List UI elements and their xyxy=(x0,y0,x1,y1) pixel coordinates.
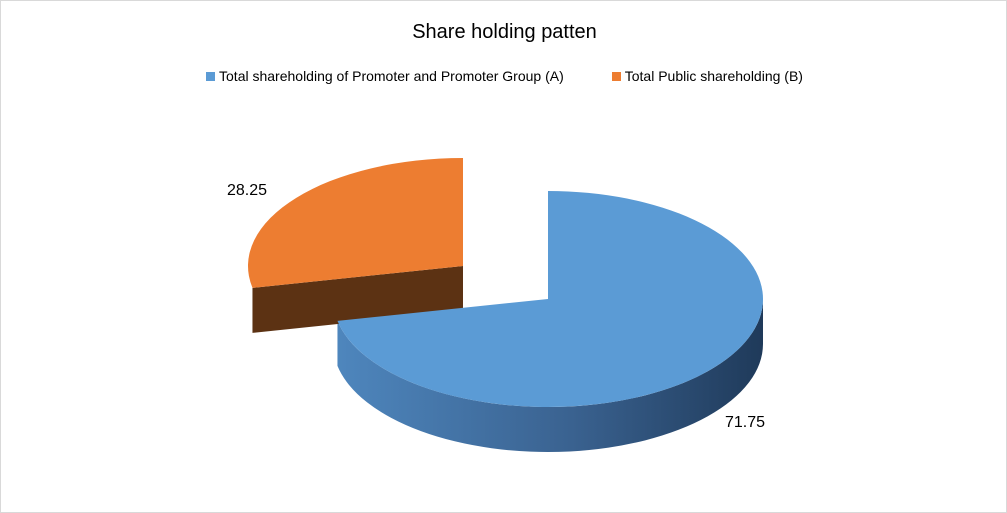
legend-swatch-promoter xyxy=(206,71,216,81)
legend-item-promoter: Total shareholding of Promoter and Promo… xyxy=(206,68,564,84)
pie-side-promoter xyxy=(337,299,763,453)
legend-label-promoter: Total shareholding of Promoter and Promo… xyxy=(219,68,564,84)
chart-title: Share holding patten xyxy=(412,21,597,43)
chart-legend: Total shareholding of Promoter and Promo… xyxy=(1,68,1007,84)
legend-swatch-public xyxy=(611,71,621,81)
pie-slice-promoter xyxy=(337,191,763,408)
pie-slice-public xyxy=(247,158,463,288)
data-label-public: 28.25 xyxy=(227,182,267,199)
data-label-promoter: 71.75 xyxy=(725,414,765,431)
legend-item-public: Total Public shareholding (B) xyxy=(611,68,803,84)
legend-label-public: Total Public shareholding (B) xyxy=(624,68,803,84)
